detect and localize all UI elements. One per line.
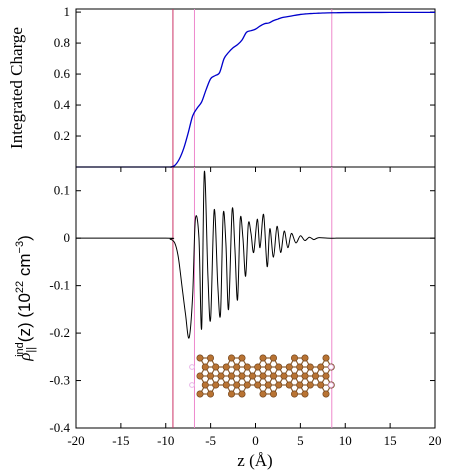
bottom-panel: -0.4 -0.3 -0.2 -0.1 0 0.1 -20 -15 -10 -5 0 5 10 15 20… bbox=[14, 166, 442, 470]
atom-dot bbox=[301, 372, 309, 380]
atom-dot bbox=[254, 363, 262, 371]
y-tick-label: 0.1 bbox=[54, 183, 70, 198]
x-tick-label: -5 bbox=[205, 433, 216, 448]
atom-dot bbox=[306, 363, 314, 371]
edge-atom-dot bbox=[328, 364, 334, 370]
x-axis-label: z (Å) bbox=[237, 451, 272, 470]
atom-dot bbox=[275, 363, 283, 371]
atom-dot bbox=[212, 381, 220, 389]
y-tick-label: 0.8 bbox=[54, 35, 70, 50]
atom-dot bbox=[238, 372, 246, 380]
atom-dot bbox=[228, 390, 236, 398]
x-tick-label: 5 bbox=[297, 433, 304, 448]
atom-dot bbox=[196, 390, 204, 398]
atom-dot bbox=[238, 354, 246, 362]
atom-dot bbox=[222, 381, 230, 389]
edge-atom-dot bbox=[189, 364, 195, 370]
atom-dot bbox=[296, 363, 304, 371]
y-tick-label: 0.2 bbox=[54, 128, 70, 143]
atom-dot bbox=[228, 372, 236, 380]
x-tick-label: 0 bbox=[252, 433, 259, 448]
atom-dot bbox=[238, 390, 246, 398]
x-tick-label: 20 bbox=[429, 433, 442, 448]
atom-dot bbox=[201, 363, 209, 371]
y-tick-label: -0.3 bbox=[49, 373, 70, 388]
atom-dot bbox=[259, 372, 267, 380]
x-tick-label: -15 bbox=[112, 433, 129, 448]
atom-dot bbox=[228, 354, 236, 362]
atom-dot bbox=[306, 381, 314, 389]
atom-dot bbox=[301, 390, 309, 398]
top-y-axis-label: Integrated Charge bbox=[7, 27, 26, 149]
atom-dot bbox=[322, 372, 330, 380]
y-tick-label: -0.4 bbox=[49, 420, 70, 435]
x-tick-label: 15 bbox=[384, 433, 397, 448]
y-tick-label: -0.1 bbox=[49, 278, 70, 293]
atom-dot bbox=[296, 381, 304, 389]
atom-dot bbox=[196, 354, 204, 362]
atom-dot bbox=[264, 381, 272, 389]
top-plot-frame bbox=[75, 8, 436, 168]
bottom-plot-frame bbox=[75, 166, 436, 429]
x-tick-label: 10 bbox=[339, 433, 352, 448]
y-tick-label: 0 bbox=[64, 230, 71, 245]
atom-dot bbox=[317, 381, 325, 389]
x-tick-label: -20 bbox=[67, 433, 84, 448]
bottom-y-axis-label: ρ||ind(z) (1022 cm−3) bbox=[14, 235, 37, 362]
atom-dot bbox=[233, 381, 241, 389]
y-tick-label: -0.2 bbox=[49, 325, 70, 340]
atom-dot bbox=[207, 354, 215, 362]
atom-dot bbox=[259, 354, 267, 362]
atom-dot bbox=[259, 390, 267, 398]
bottom-x-ticks: -20 -15 -10 -5 0 5 10 15 20 bbox=[67, 167, 442, 448]
atom-dot bbox=[290, 390, 298, 398]
top-vertical-lines bbox=[172, 9, 333, 167]
y-tick-label: 1 bbox=[64, 4, 71, 19]
atom-dot bbox=[322, 354, 330, 362]
atom-dot bbox=[290, 354, 298, 362]
atom-dot bbox=[249, 372, 257, 380]
atom-dot bbox=[290, 372, 298, 380]
atom-dot bbox=[201, 381, 209, 389]
atom-dot bbox=[196, 372, 204, 380]
atom-dot bbox=[317, 363, 325, 371]
y-tick-label: 0.4 bbox=[54, 97, 71, 112]
atom-dot bbox=[243, 363, 251, 371]
atom-dot bbox=[285, 363, 293, 371]
bottom-y-ticks: -0.4 -0.3 -0.2 -0.1 0 0.1 bbox=[49, 183, 435, 435]
top-y-ticks: 0.2 0.4 0.6 0.8 1 bbox=[54, 4, 435, 143]
atom-dot bbox=[269, 372, 277, 380]
atom-dot bbox=[275, 381, 283, 389]
edge-atom-dot bbox=[189, 382, 195, 388]
atom-dot bbox=[280, 372, 288, 380]
edge-atom-dot bbox=[328, 382, 334, 388]
atom-dot bbox=[269, 390, 277, 398]
atom-dot bbox=[243, 381, 251, 389]
atom-dot bbox=[264, 363, 272, 371]
x-tick-label: -10 bbox=[157, 433, 174, 448]
integrated-charge-line bbox=[76, 11, 436, 168]
atom-dot bbox=[254, 381, 262, 389]
atom-dot bbox=[285, 381, 293, 389]
atom-dot bbox=[301, 354, 309, 362]
induced-density-line bbox=[75, 171, 435, 339]
atom-dot bbox=[322, 390, 330, 398]
atom-dot bbox=[222, 363, 230, 371]
atom-dot bbox=[233, 363, 241, 371]
y-tick-label: 0.6 bbox=[54, 66, 71, 81]
atom-dot bbox=[212, 363, 220, 371]
atom-dot bbox=[207, 372, 215, 380]
nanoribbon-structure-icon bbox=[189, 354, 335, 398]
atom-dot bbox=[269, 354, 277, 362]
top-panel: 0.2 0.4 0.6 0.8 1 Integrated Charge bbox=[7, 4, 436, 168]
atom-dot bbox=[217, 372, 225, 380]
atom-dot bbox=[207, 390, 215, 398]
atom-dot bbox=[311, 372, 319, 380]
